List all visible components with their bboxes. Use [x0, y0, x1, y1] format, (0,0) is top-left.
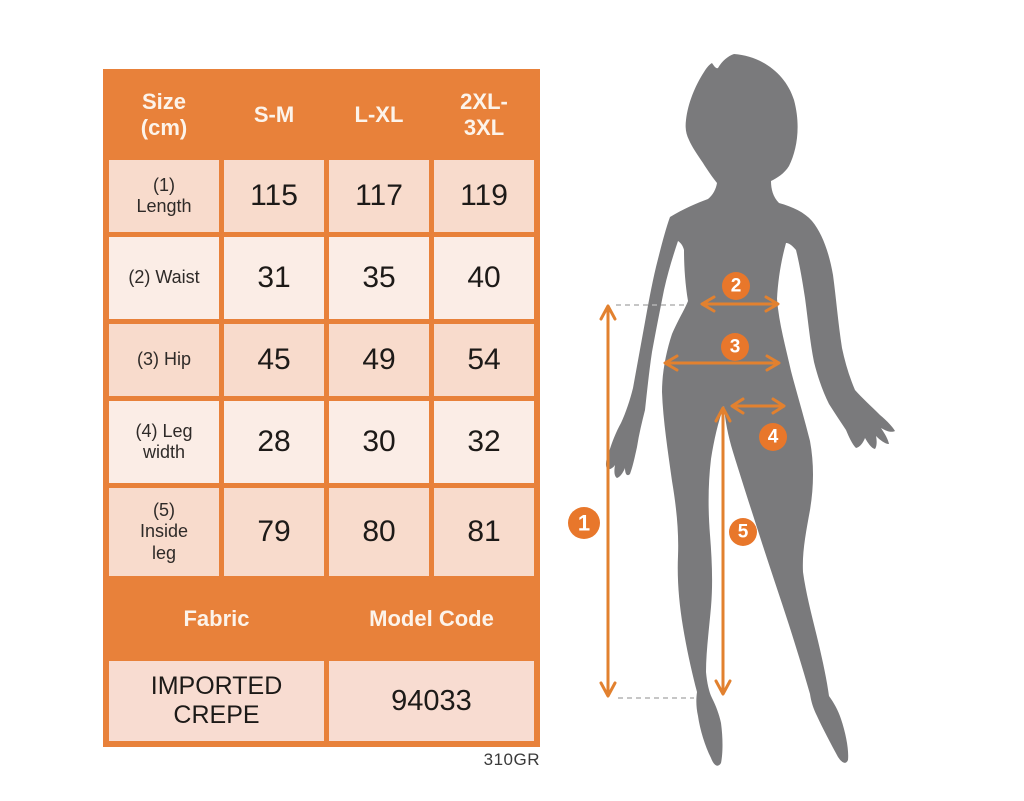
header-size-cm: Size (cm) [109, 75, 219, 155]
row-label-length: (1) Length [109, 160, 219, 232]
cell-waist-2xl-3xl: 40 [434, 237, 534, 319]
model-code-header: Model Code [329, 581, 534, 656]
measure-arrow-hip [663, 354, 781, 372]
measure-arrow-length [599, 304, 617, 698]
measure-marker-1: 1 [568, 507, 600, 539]
row-label-waist: (2) Waist [109, 237, 219, 319]
row-label-leg-width: (4) Leg width [109, 401, 219, 483]
cell-inside-leg-2xl-3xl: 81 [434, 488, 534, 576]
cell-length-l-xl: 117 [329, 160, 429, 232]
model-code-value: 94033 [329, 661, 534, 741]
fabric-value: IMPORTED CREPE [109, 661, 324, 741]
header-col-l-xl: L-XL [329, 75, 429, 155]
cell-waist-s-m: 31 [224, 237, 324, 319]
measure-marker-2: 2 [722, 272, 750, 300]
fabric-header: Fabric [109, 581, 324, 656]
svg-text:4: 4 [768, 427, 779, 448]
cell-inside-leg-s-m: 79 [224, 488, 324, 576]
svg-text:3: 3 [730, 337, 741, 358]
row-label-inside-leg: (5) Inside leg [109, 488, 219, 576]
header-col-2xl-3xl: 2XL- 3XL [434, 75, 534, 155]
svg-text:1: 1 [578, 511, 590, 536]
svg-text:2: 2 [731, 276, 742, 297]
row-label-hip: (3) Hip [109, 324, 219, 396]
measure-marker-5: 5 [729, 518, 757, 546]
cell-waist-l-xl: 35 [329, 237, 429, 319]
cell-inside-leg-l-xl: 80 [329, 488, 429, 576]
size-table: Size (cm) S-M L-XL 2XL- 3XL (1) Length 1… [103, 69, 540, 747]
cell-hip-s-m: 45 [224, 324, 324, 396]
cell-hip-l-xl: 49 [329, 324, 429, 396]
svg-text:5: 5 [738, 522, 749, 543]
header-col-s-m: S-M [224, 75, 324, 155]
measure-arrow-waist [700, 295, 780, 313]
weight-note: 310GR [483, 750, 540, 769]
measure-arrow-leg-width [730, 397, 786, 415]
cell-leg-width-2xl-3xl: 32 [434, 401, 534, 483]
body-silhouette-image [605, 54, 895, 766]
measure-marker-3: 3 [721, 333, 749, 361]
cell-length-s-m: 115 [224, 160, 324, 232]
cell-leg-width-s-m: 28 [224, 401, 324, 483]
cell-hip-2xl-3xl: 54 [434, 324, 534, 396]
cell-length-2xl-3xl: 119 [434, 160, 534, 232]
measure-arrow-inside-leg [714, 406, 732, 696]
cell-leg-width-l-xl: 30 [329, 401, 429, 483]
measure-marker-4: 4 [759, 423, 787, 451]
